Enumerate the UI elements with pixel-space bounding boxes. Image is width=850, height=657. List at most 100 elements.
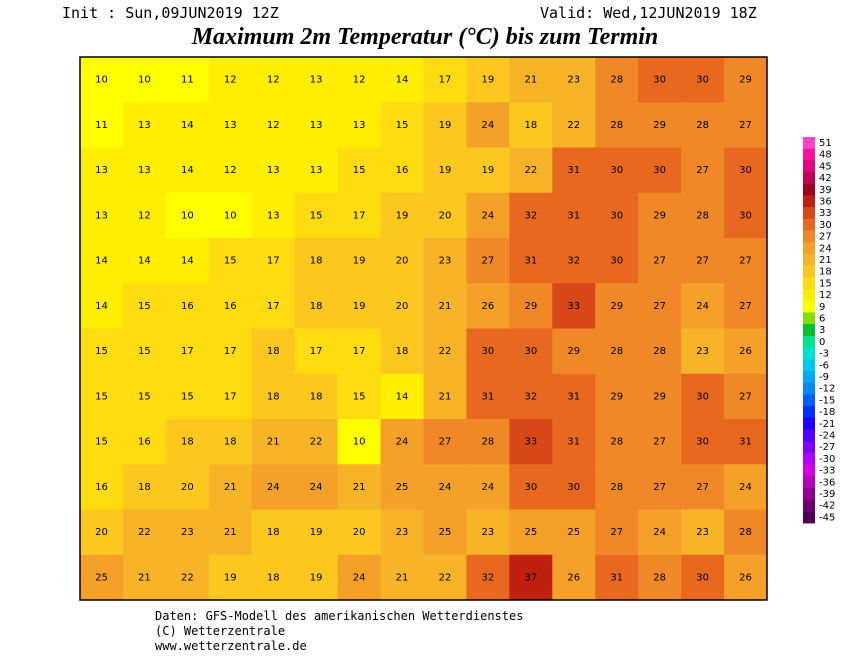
colorbar-label: -9 xyxy=(819,372,829,383)
temperature-label: 29 xyxy=(567,346,580,357)
temperature-cell xyxy=(337,192,382,239)
temperature-cell xyxy=(251,57,296,103)
temperature-label: 32 xyxy=(524,210,537,221)
temperature-cell xyxy=(294,509,339,556)
temperature-cell xyxy=(208,192,253,239)
colorbar-label: 12 xyxy=(819,290,832,301)
temperature-cell xyxy=(165,419,210,465)
temperature-cell xyxy=(294,464,339,510)
temperature-label: 14 xyxy=(138,256,151,267)
temperature-label: 27 xyxy=(739,120,752,131)
temperature-cell xyxy=(638,192,682,239)
temperature-label: 12 xyxy=(267,75,280,86)
temperature-label: 30 xyxy=(610,210,623,221)
temperature-cell xyxy=(80,283,124,329)
colorbar-label: -3 xyxy=(819,349,829,360)
temperature-label: 32 xyxy=(482,572,495,583)
temperature-label: 26 xyxy=(482,301,495,312)
temperature-label: 27 xyxy=(482,256,495,267)
temperature-label: 28 xyxy=(653,572,666,583)
colorbar-label: -36 xyxy=(819,477,835,488)
temperature-cell xyxy=(251,554,296,601)
temperature-label: 10 xyxy=(95,75,108,86)
temperature-label: 13 xyxy=(95,210,108,221)
temperature-cell xyxy=(380,283,424,329)
temperature-label: 17 xyxy=(310,346,323,357)
temperature-label: 12 xyxy=(267,120,280,131)
temperature-cell xyxy=(466,509,510,556)
temperature-label: 27 xyxy=(653,256,666,267)
temperature-cell xyxy=(165,102,210,148)
temperature-cell xyxy=(638,147,682,194)
temperature-cell xyxy=(724,464,768,510)
colorbar-swatch xyxy=(803,312,815,325)
temperature-cell xyxy=(165,238,210,284)
temperature-label: 18 xyxy=(267,527,280,538)
colorbar: 51484542393633302724211815129630-3-6-9-1… xyxy=(803,137,835,524)
init-time: Init : Sun,09JUN2019 12Z xyxy=(62,4,279,22)
temperature-cell xyxy=(681,192,725,239)
temperature-cell xyxy=(681,283,725,329)
temperature-cell xyxy=(80,192,124,239)
temperature-cell xyxy=(466,554,510,601)
temperature-cell xyxy=(122,192,167,239)
colorbar-swatch xyxy=(803,335,815,348)
temperature-label: 28 xyxy=(696,210,709,221)
temperature-label: 29 xyxy=(653,210,666,221)
temperature-cell xyxy=(165,192,210,239)
temperature-label: 26 xyxy=(739,572,752,583)
temperature-label: 24 xyxy=(739,482,752,493)
temperature-cell xyxy=(681,464,725,510)
temperature-label: 28 xyxy=(610,482,623,493)
temperature-label: 28 xyxy=(482,437,495,448)
temperature-label: 30 xyxy=(696,75,709,86)
temperature-label: 26 xyxy=(567,572,580,583)
temperature-label: 15 xyxy=(138,301,151,312)
temperature-cell xyxy=(337,147,382,194)
temperature-label: 27 xyxy=(653,482,666,493)
map: 10 10 11 12 12 13 12 14 17 19 21 23 28 30 30 29 11 13 14 13… xyxy=(80,57,768,601)
temperature-label: 13 xyxy=(310,165,323,176)
temperature-cell xyxy=(509,554,553,601)
temperature-cell xyxy=(80,509,124,556)
temperature-cell xyxy=(165,283,210,329)
colorbar-swatch xyxy=(803,441,815,454)
temperature-cell xyxy=(552,192,596,239)
colorbar-swatch xyxy=(803,417,815,430)
temperature-label: 14 xyxy=(181,165,194,176)
colorbar-label: 6 xyxy=(819,314,825,325)
temperature-cell xyxy=(681,328,725,375)
colorbar-label: -21 xyxy=(819,419,835,430)
temperature-cell xyxy=(724,328,768,375)
temperature-cell xyxy=(681,238,725,284)
temperature-label: 14 xyxy=(396,75,409,86)
temperature-label: 18 xyxy=(267,572,280,583)
temperature-label: 10 xyxy=(224,210,237,221)
temperature-cell xyxy=(380,102,424,148)
temperature-label: 25 xyxy=(396,482,409,493)
temperature-cell xyxy=(122,464,167,510)
temperature-cell xyxy=(294,238,339,284)
temperature-cell xyxy=(724,509,768,556)
temperature-label: 23 xyxy=(396,527,409,538)
temperature-cell xyxy=(208,328,253,375)
colorbar-label: 30 xyxy=(819,220,832,231)
temperature-label: 31 xyxy=(482,391,495,402)
temperature-cell xyxy=(251,192,296,239)
colorbar-label: -45 xyxy=(819,512,835,523)
temperature-cell xyxy=(165,328,210,375)
temperature-cell xyxy=(423,192,467,239)
temperature-cell xyxy=(251,509,296,556)
temperature-label: 33 xyxy=(524,437,537,448)
temperature-cell xyxy=(80,373,124,420)
temperature-label: 27 xyxy=(696,165,709,176)
temperature-cell xyxy=(423,102,467,148)
temperature-cell xyxy=(509,147,553,194)
temperature-cell xyxy=(380,509,424,556)
temperature-label: 19 xyxy=(482,75,495,86)
colorbar-label: -39 xyxy=(819,489,835,500)
temperature-label: 19 xyxy=(439,165,452,176)
temperature-label: 16 xyxy=(396,165,409,176)
temperature-cell xyxy=(122,328,167,375)
